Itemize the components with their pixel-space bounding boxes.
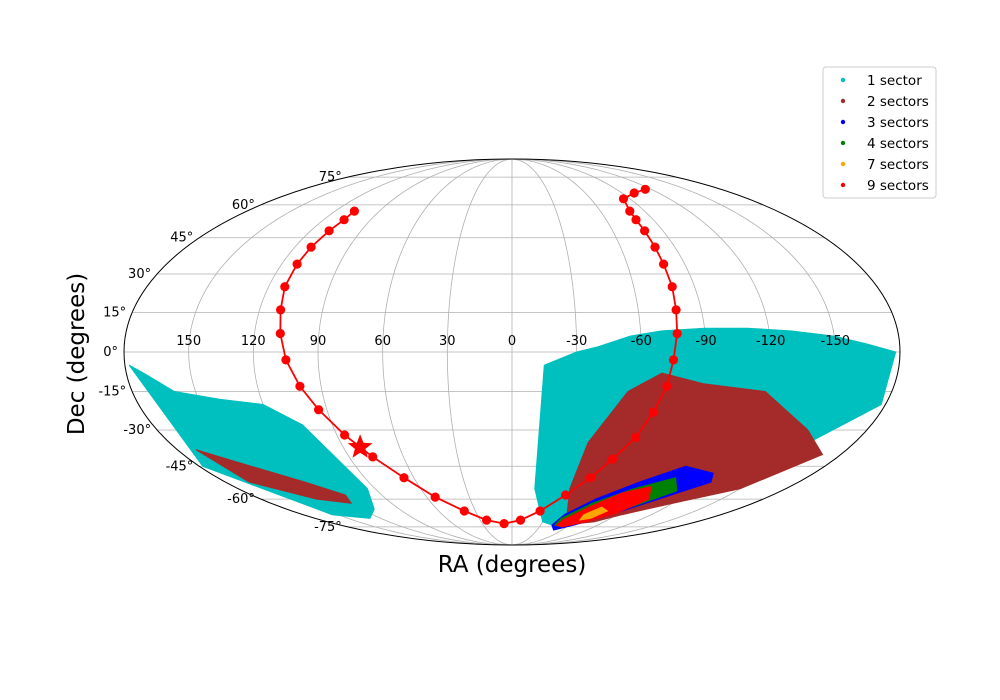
track-point	[662, 381, 672, 391]
track-point	[306, 242, 316, 252]
track-point	[650, 242, 660, 252]
track-point	[672, 328, 682, 339]
coverage-region-1-sector	[128, 364, 375, 519]
coverage-region-7-sectors	[578, 506, 609, 521]
track-point	[671, 305, 681, 315]
ra-tick-labels: 150 120 90 60 30 0 -30 -60 -90 -120 -150	[176, 334, 850, 349]
track-point	[349, 206, 359, 216]
y-tick-label: 75°	[319, 170, 342, 185]
legend-label: 2 sectors	[867, 94, 929, 110]
y-tick-label: 15°	[103, 306, 126, 321]
track-point	[499, 519, 509, 529]
y-tick-label: -75°	[314, 520, 342, 535]
sector-coverage	[128, 327, 897, 531]
x-tick-label: -150	[821, 334, 851, 349]
legend-marker	[840, 140, 846, 146]
track-point	[607, 454, 618, 464]
x-tick-label: 150	[176, 334, 201, 349]
track-point	[629, 188, 639, 198]
y-tick-label: 60°	[232, 198, 255, 213]
track-point	[275, 328, 285, 339]
x-tick-label: -120	[756, 334, 786, 349]
legend-marker	[840, 182, 846, 188]
y-tick-label: 45°	[170, 231, 193, 246]
legend-label: 1 sector	[867, 73, 922, 89]
track-point	[640, 184, 650, 194]
track-point	[430, 492, 440, 502]
track-point	[648, 407, 658, 417]
x-tick-label: 0	[508, 334, 516, 349]
track-point	[295, 381, 305, 391]
dec-tick-labels: -75° -60° -45° -30° -15° 0° 15° 30° 45° 60° 75°	[98, 170, 341, 535]
coverage-region-9-sectors	[555, 485, 652, 528]
x-tick-label: -30	[566, 334, 587, 349]
track-point	[668, 355, 679, 365]
track-point	[659, 259, 669, 269]
star-marker	[347, 434, 373, 458]
y-axis-label: Dec (degrees)	[64, 273, 90, 435]
track-point	[339, 215, 349, 225]
coverage-region-2-sectors	[195, 449, 353, 504]
legend-box	[822, 66, 937, 199]
track-point	[625, 206, 635, 216]
track-point	[314, 405, 324, 415]
highlight-track	[275, 184, 682, 529]
track-point	[585, 473, 596, 483]
x-tick-label: 120	[241, 334, 266, 349]
y-tick-label: -45°	[166, 459, 194, 474]
x-tick-label: 30	[439, 334, 456, 349]
track-point	[515, 515, 526, 525]
legend-marker	[840, 161, 846, 167]
plot-frame	[123, 158, 901, 546]
x-axis-label: RA (degrees)	[438, 552, 587, 578]
x-tick-label: -90	[695, 334, 716, 349]
legend-marker	[840, 98, 846, 104]
track-point	[459, 506, 469, 516]
y-tick-label: 30°	[128, 267, 151, 282]
track-point	[561, 490, 571, 500]
x-tick-label: 60	[374, 334, 391, 349]
track-point	[618, 194, 629, 204]
track-point	[276, 305, 286, 315]
track-point	[281, 355, 291, 365]
x-tick-label: 90	[310, 334, 327, 349]
track-point	[631, 215, 641, 225]
track-point	[667, 282, 677, 292]
track-point	[535, 506, 545, 516]
y-tick-label: -60°	[227, 492, 255, 507]
track-point	[631, 432, 641, 442]
track-point	[280, 282, 290, 292]
track-point	[482, 515, 492, 525]
y-tick-label: 0°	[103, 345, 118, 360]
legend-marker	[840, 119, 846, 125]
legend-marker	[840, 77, 846, 83]
track-point	[324, 226, 334, 236]
track-point	[368, 452, 378, 462]
track-point	[292, 259, 302, 269]
legend-label: 3 sectors	[867, 115, 929, 131]
legend-label: 4 sectors	[867, 136, 929, 152]
track-point	[640, 226, 650, 236]
x-tick-label: -60	[631, 334, 652, 349]
legend-label: 9 sectors	[867, 178, 929, 194]
track-point	[340, 430, 350, 440]
legend-label: 7 sectors	[867, 157, 929, 173]
y-tick-label: -30°	[123, 423, 151, 438]
track-point	[399, 473, 409, 483]
y-tick-label: -15°	[98, 385, 126, 400]
legend: 1 sector 2 sectors 3 sectors 4 sectors 7 sec…	[822, 66, 937, 199]
